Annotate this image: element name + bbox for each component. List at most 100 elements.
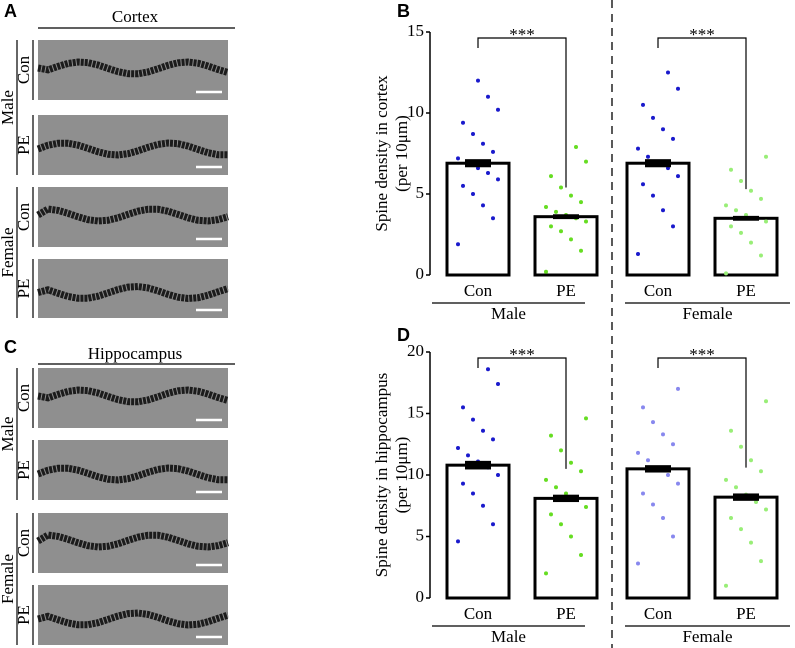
group-label: Male (491, 304, 526, 323)
panel-title: Hippocampus (88, 344, 182, 363)
data-point (636, 561, 640, 566)
data-point (569, 193, 573, 198)
data-point (544, 571, 548, 576)
group-label: Male (0, 90, 17, 125)
y-axis-label: (per 10μm) (392, 437, 411, 514)
error-bar (645, 159, 671, 168)
y-axis-label: (per 10μm) (392, 115, 411, 192)
panel-letter: A (4, 1, 17, 21)
group-label: Female (0, 554, 17, 604)
x-tick-label: Con (464, 604, 493, 623)
group-label: Male (0, 417, 17, 452)
data-point (481, 203, 485, 208)
row-label: PE (14, 460, 33, 480)
error-bar (553, 494, 579, 503)
data-point (759, 469, 763, 474)
data-point (739, 179, 743, 184)
data-point (456, 242, 460, 247)
data-point (584, 416, 588, 421)
data-point (554, 485, 558, 490)
group-label: Female (0, 227, 17, 277)
x-tick-label: PE (736, 281, 756, 300)
error-bar (733, 493, 759, 501)
data-point (651, 420, 655, 425)
data-point (481, 503, 485, 508)
error-bar (465, 460, 491, 470)
dendrite (37, 386, 229, 406)
data-point (544, 477, 548, 482)
data-point (734, 208, 738, 213)
data-point (456, 156, 460, 161)
data-point (764, 507, 768, 512)
data-point (754, 500, 758, 505)
data-point (651, 115, 655, 120)
y-tick-label: 5 (416, 525, 425, 544)
bar (533, 215, 599, 277)
data-point (569, 460, 573, 465)
row-label: Con (14, 55, 33, 84)
data-point (486, 367, 490, 372)
data-point (549, 433, 553, 438)
error-bar (733, 215, 759, 221)
data-point (544, 269, 548, 274)
data-point (496, 381, 500, 386)
data-point (666, 473, 670, 477)
row-label: PE (14, 135, 33, 155)
data-point (481, 428, 485, 433)
data-point (579, 248, 583, 253)
y-tick-label: 0 (416, 264, 425, 283)
group-label: Female (682, 627, 732, 646)
data-point (559, 448, 563, 453)
data-point (559, 522, 563, 527)
data-point (456, 539, 460, 544)
data-point (641, 182, 645, 187)
data-point (461, 481, 465, 486)
data-point (584, 219, 588, 224)
data-point (729, 167, 733, 172)
data-point (676, 481, 680, 486)
significance-bracket (657, 357, 747, 468)
data-point (491, 149, 495, 154)
y-axis-label: Spine density in cortex (372, 75, 391, 232)
panel-letter: C (4, 337, 17, 357)
data-point (661, 127, 665, 132)
data-point (636, 146, 640, 151)
micrograph (38, 40, 228, 100)
data-point (559, 185, 563, 190)
row-label: PE (14, 605, 33, 625)
data-point (486, 170, 490, 175)
row-label: PE (14, 279, 33, 299)
dendrite (36, 139, 229, 159)
significance-label: *** (509, 25, 535, 44)
data-point (724, 583, 728, 588)
x-tick-label: Con (644, 604, 673, 623)
data-point (554, 209, 558, 214)
data-point (461, 120, 465, 125)
bar (445, 161, 511, 277)
bar (713, 495, 779, 600)
significance-bracket (657, 37, 747, 190)
y-tick-label: 15 (407, 21, 424, 40)
data-point (574, 145, 578, 150)
data-point (759, 196, 763, 201)
bar (625, 161, 691, 277)
data-point (676, 386, 680, 391)
data-point (671, 534, 675, 539)
x-tick-label: Con (644, 281, 673, 300)
data-point (671, 136, 675, 141)
dendrite (36, 205, 229, 225)
data-point (549, 224, 553, 229)
data-point (671, 442, 675, 447)
data-point (579, 469, 583, 474)
dendrite (37, 58, 229, 78)
data-point (729, 516, 733, 521)
data-point (729, 224, 733, 229)
data-point (661, 516, 665, 521)
y-tick-label: 0 (416, 587, 425, 606)
data-point (749, 240, 753, 245)
data-point (749, 458, 753, 463)
data-point (476, 78, 480, 83)
row-label: Con (14, 383, 33, 412)
data-point (471, 417, 475, 422)
bar (445, 463, 511, 600)
